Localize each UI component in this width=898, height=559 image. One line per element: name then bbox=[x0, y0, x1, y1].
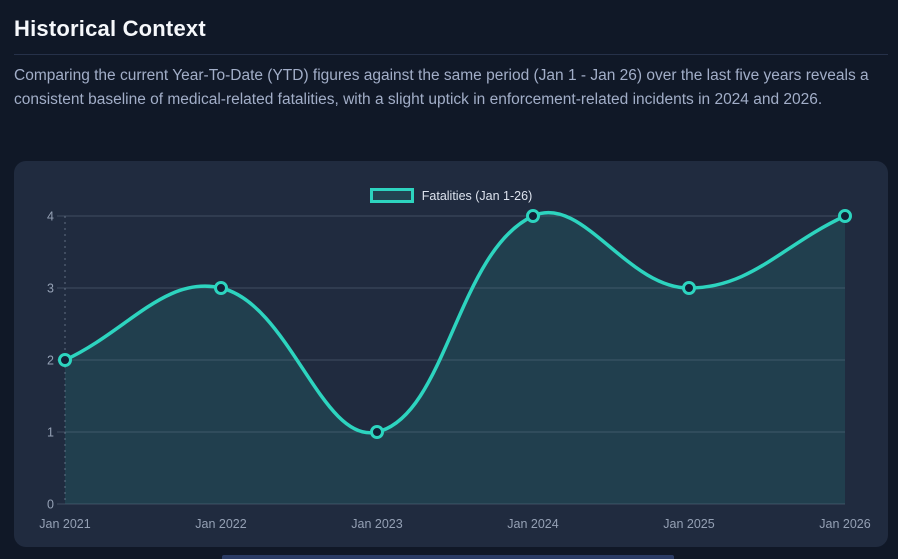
data-point[interactable] bbox=[838, 209, 852, 223]
page-title: Historical Context bbox=[14, 16, 206, 41]
x-axis-label: Jan 2022 bbox=[195, 517, 246, 531]
legend-swatch-icon bbox=[369, 188, 414, 203]
y-axis-label: 2 bbox=[47, 354, 54, 368]
fatalities-line-chart: 0 1 2 3 4 Jan 2021 Jan 2022 Jan 2023 Jan 2024 Jan… bbox=[39, 209, 871, 531]
y-axis-label: 0 bbox=[47, 498, 54, 512]
x-axis-label: Jan 2021 bbox=[39, 517, 90, 531]
bottom-partial-element bbox=[222, 555, 674, 559]
data-point[interactable] bbox=[682, 281, 696, 295]
data-point[interactable] bbox=[526, 209, 540, 223]
y-axis-label: 3 bbox=[47, 282, 54, 296]
data-point[interactable] bbox=[370, 425, 384, 439]
x-axis-label: Jan 2025 bbox=[663, 517, 714, 531]
x-axis-label: Jan 2024 bbox=[507, 517, 558, 531]
data-point[interactable] bbox=[58, 353, 72, 367]
series-area-fill bbox=[65, 212, 845, 504]
legend-label: Fatalities (Jan 1-26) bbox=[421, 188, 533, 203]
page-description: Comparing the current Year-To-Date (YTD)… bbox=[14, 67, 869, 108]
data-point[interactable] bbox=[214, 281, 228, 295]
chart-card: Fatalities (Jan 1-26) 0 1 2 3 4 Jan 2021 Jan 2… bbox=[14, 161, 888, 547]
title-divider bbox=[14, 54, 888, 55]
x-axis-label: Jan 2026 bbox=[819, 517, 870, 531]
x-axis-label: Jan 2023 bbox=[351, 517, 402, 531]
chart-legend[interactable]: Fatalities (Jan 1-26) bbox=[14, 188, 888, 203]
y-axis-label: 1 bbox=[47, 426, 54, 440]
y-axis-label: 4 bbox=[47, 210, 54, 224]
